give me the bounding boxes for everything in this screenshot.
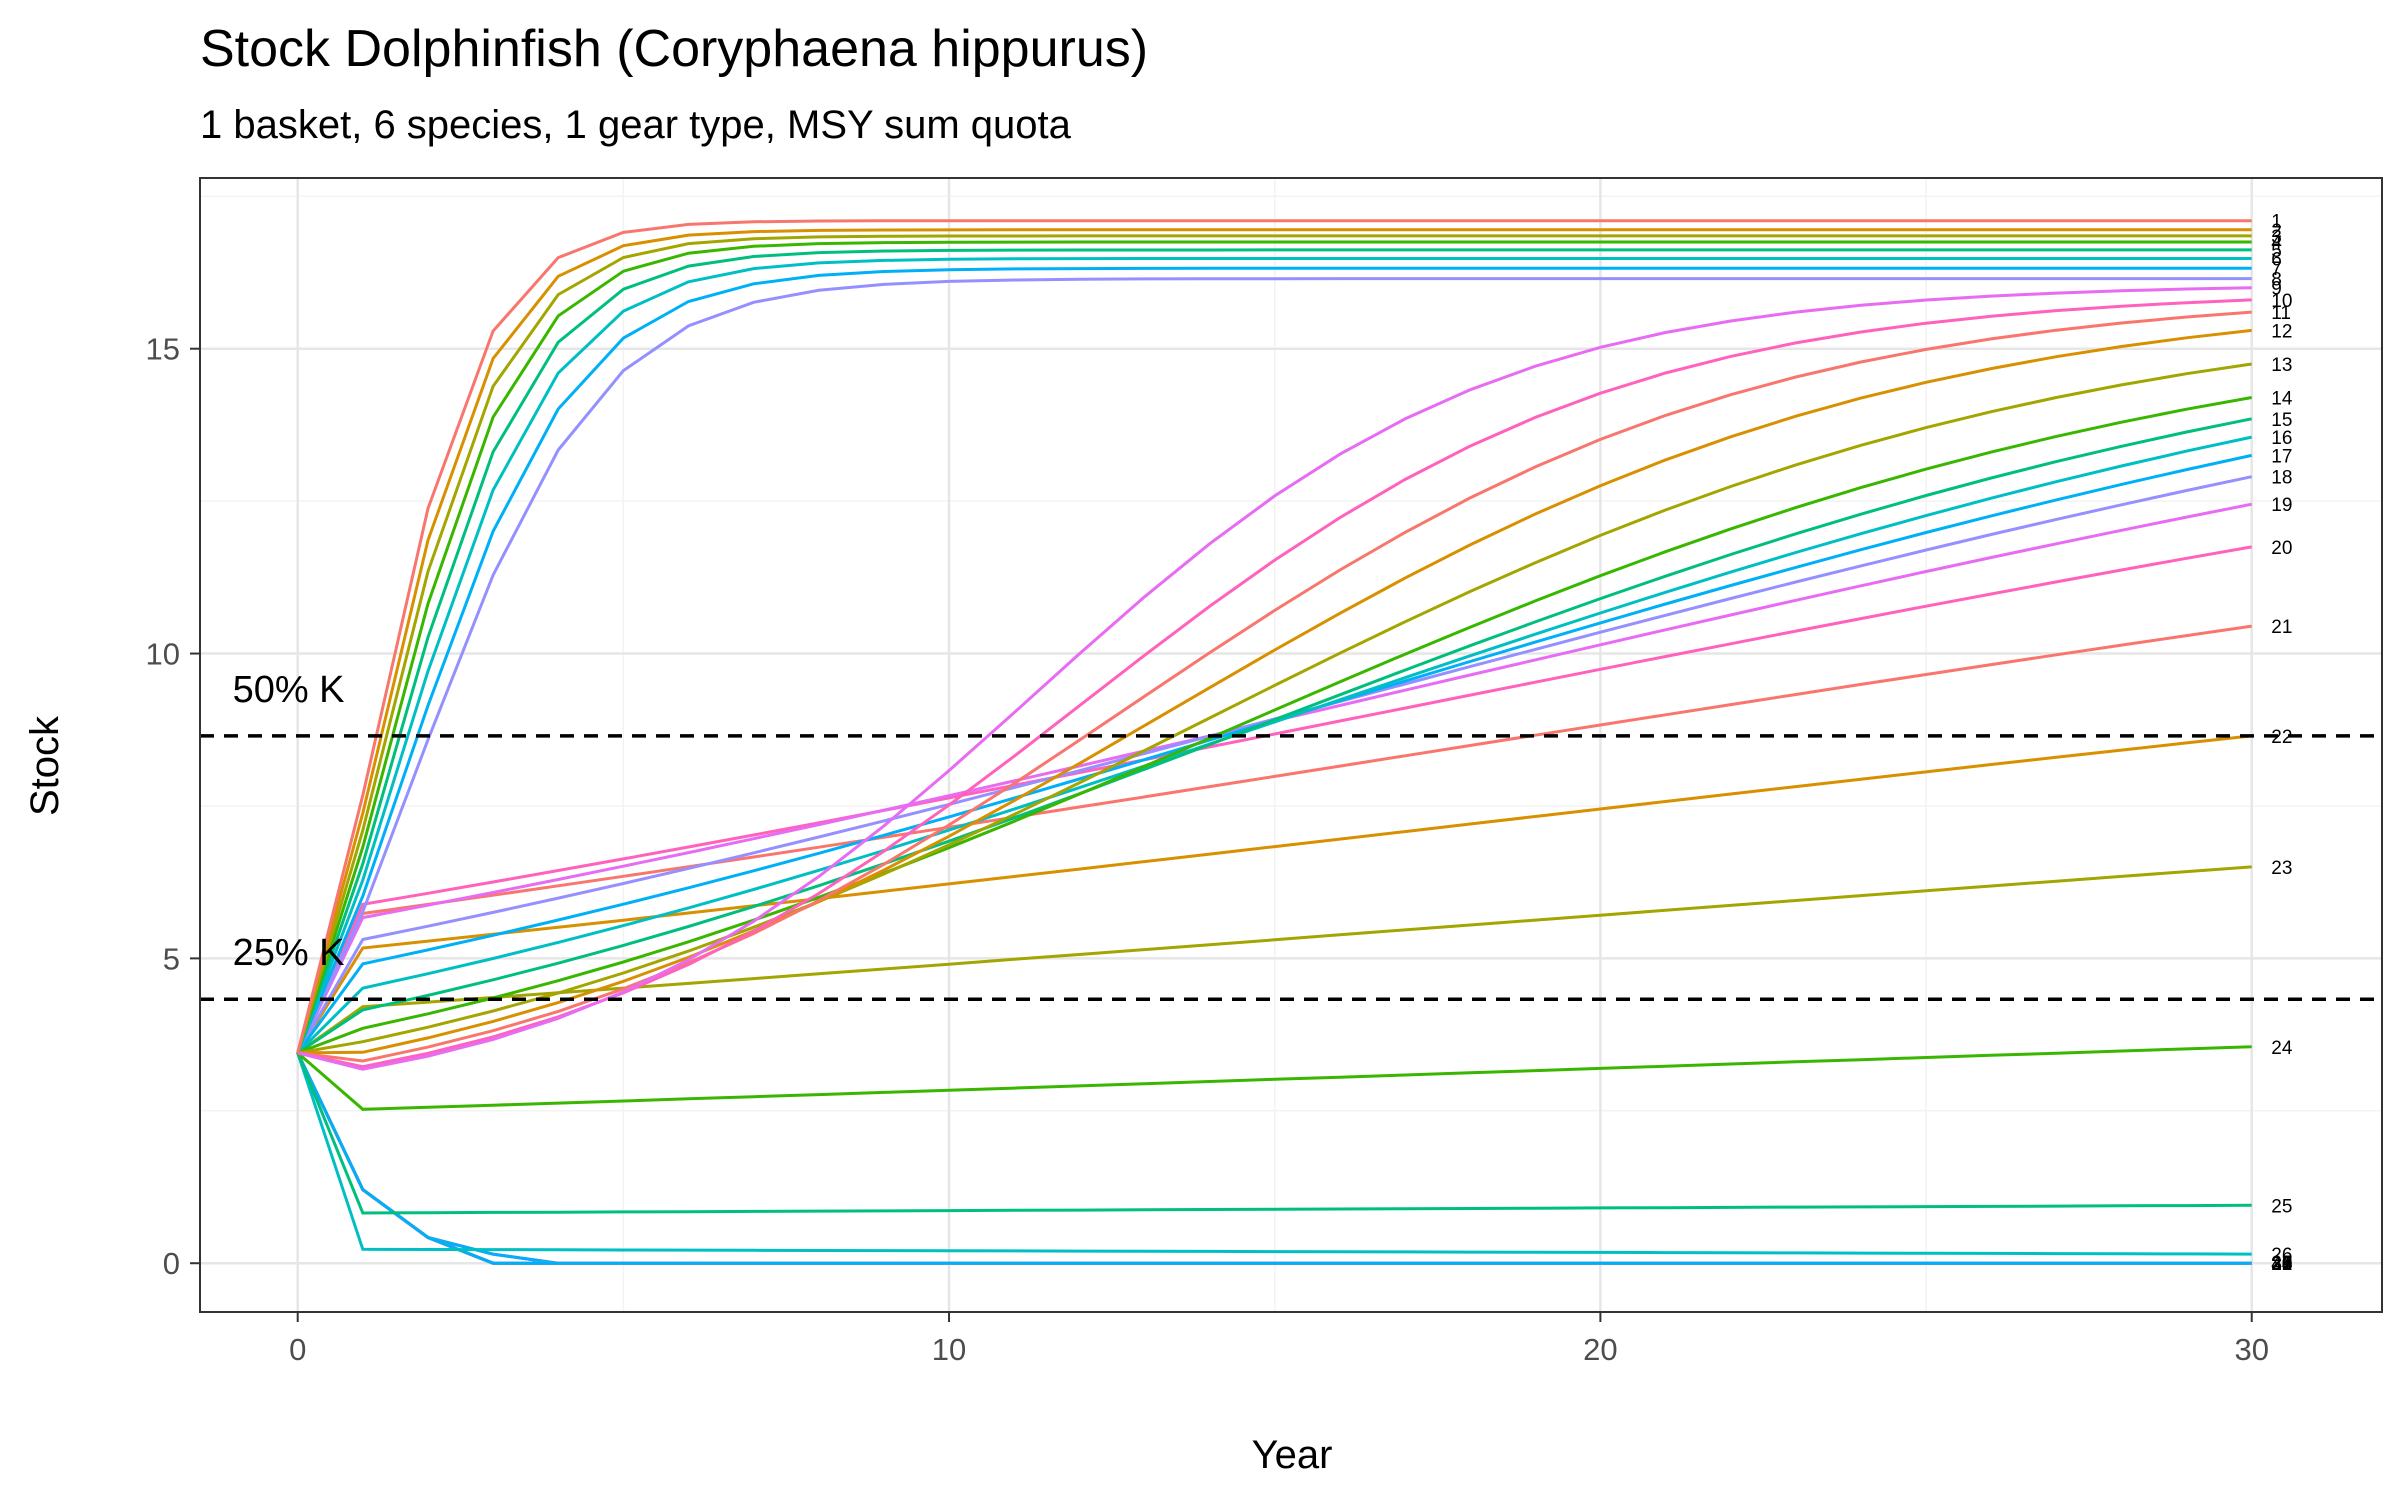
reference-lines: 50% K 25% K	[200, 669, 2382, 1001]
series-line-9	[297, 286, 2252, 1071]
x-tick-label: 10	[932, 1332, 966, 1367]
series-end-label-23: 23	[2271, 858, 2292, 879]
series-end-label-28: 28	[2271, 1254, 2292, 1275]
series-line-25	[296, 1052, 2252, 1215]
series-line-11	[297, 310, 2252, 1063]
series-end-label-29: 29	[2271, 1254, 2292, 1275]
series-end-label-16: 16	[2271, 428, 2292, 449]
series-end-label-40: 40	[2271, 1254, 2292, 1275]
series-end-label-18: 18	[2271, 468, 2292, 489]
series-end-label-2: 2	[2271, 221, 2282, 242]
chart-title: Stock Dolphinfish (Coryphaena hippurus)	[200, 20, 1148, 78]
ref-line-label-0: 50% K	[233, 669, 345, 711]
series-end-label-32: 32	[2271, 1254, 2292, 1275]
series-line-6	[296, 257, 2252, 1054]
series-end-label-21: 21	[2271, 617, 2292, 638]
series-end-label-37: 37	[2271, 1254, 2292, 1275]
series-end-label-36: 36	[2271, 1254, 2292, 1275]
series-end-label-27: 27	[2271, 1253, 2292, 1274]
series-line-15	[296, 417, 2252, 1055]
series-end-labels: 1234567891011121314151617181920212223242…	[2271, 212, 2293, 1276]
series-end-label-20: 20	[2271, 538, 2292, 559]
series-line-27	[296, 1052, 2252, 1265]
series-line-26	[296, 1052, 2252, 1256]
y-tick-label: 15	[146, 332, 180, 367]
x-axis-label: Year	[1252, 1433, 1333, 1477]
series-end-label-26: 26	[2271, 1245, 2292, 1266]
series-line-24	[296, 1045, 2252, 1111]
series-line-7	[296, 266, 2252, 1054]
x-tick-label: 30	[2234, 1332, 2268, 1367]
series-end-label-22: 22	[2271, 727, 2292, 748]
series-line-20	[296, 545, 2252, 1054]
series-end-label-34: 34	[2271, 1254, 2293, 1275]
minor-gridlines	[200, 178, 2382, 1312]
series-end-label-8: 8	[2271, 270, 2282, 291]
series-end-label-30: 30	[2271, 1254, 2292, 1275]
series-line-14	[297, 396, 2252, 1055]
series-end-label-19: 19	[2271, 495, 2292, 516]
series-line-8	[296, 277, 2252, 1054]
series-end-label-17: 17	[2271, 446, 2292, 467]
series-end-label-1: 1	[2271, 212, 2282, 233]
series-end-label-35: 35	[2271, 1254, 2292, 1275]
series-end-label-7: 7	[2271, 259, 2282, 280]
series-line-4	[296, 240, 2252, 1054]
series-line-5	[296, 248, 2252, 1054]
series-end-label-39: 39	[2271, 1254, 2292, 1275]
y-tick-label: 0	[163, 1246, 180, 1281]
y-tick-label: 5	[163, 941, 180, 976]
series-line-22	[296, 734, 2252, 1054]
chart-subtitle: 1 basket, 6 species, 1 gear type, MSY su…	[200, 103, 1072, 147]
series-end-label-13: 13	[2271, 355, 2292, 376]
series-end-label-11: 11	[2271, 303, 2291, 324]
series-end-label-38: 38	[2271, 1254, 2292, 1275]
plot-panel-border	[199, 177, 2383, 1313]
series-end-label-10: 10	[2271, 291, 2292, 312]
series-end-label-4: 4	[2271, 233, 2282, 254]
series-end-label-5: 5	[2271, 241, 2282, 262]
y-axis-ticks: 0 5 10 15	[146, 332, 200, 1281]
series-end-label-25: 25	[2271, 1196, 2292, 1217]
x-axis-ticks: 0 10 20 30	[289, 1312, 2269, 1367]
series-line-3	[296, 234, 2252, 1054]
ref-line-label-1: 25% K	[233, 932, 345, 974]
series-end-label-3: 3	[2271, 227, 2282, 248]
series-end-label-14: 14	[2271, 388, 2293, 409]
series-end-label-33: 33	[2271, 1254, 2292, 1275]
x-tick-label: 0	[289, 1332, 306, 1367]
series-line-13	[297, 362, 2252, 1055]
series-line-12	[297, 328, 2252, 1055]
series-end-label-15: 15	[2271, 410, 2292, 431]
series-end-label-24: 24	[2271, 1038, 2293, 1059]
series-end-label-9: 9	[2271, 279, 2282, 300]
series-end-label-31: 31	[2271, 1254, 2292, 1275]
series-line-1	[296, 219, 2252, 1054]
series-line-21	[296, 624, 2252, 1054]
series-lines	[296, 219, 2253, 1265]
series-end-label-6: 6	[2271, 249, 2282, 270]
series-line-16	[296, 435, 2253, 1054]
y-tick-label: 10	[146, 637, 180, 672]
x-tick-label: 20	[1583, 1332, 1617, 1367]
series-line-2	[296, 228, 2252, 1054]
y-axis-label: Stock	[23, 715, 67, 816]
series-end-label-12: 12	[2271, 321, 2292, 342]
